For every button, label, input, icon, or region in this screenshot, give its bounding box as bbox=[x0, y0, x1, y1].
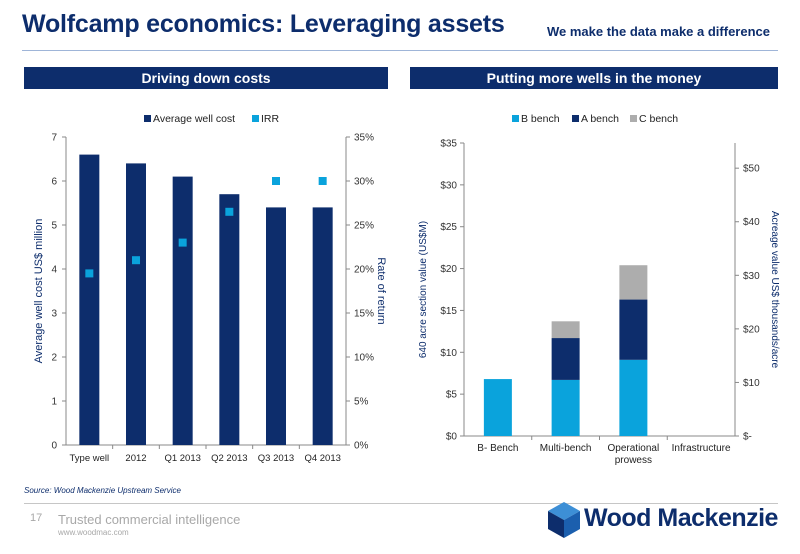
right-y-tick-label: $0 bbox=[446, 432, 458, 443]
left-x-tick-label: Q3 2013 bbox=[258, 453, 294, 464]
legend-swatch-irr bbox=[252, 115, 259, 122]
bar-average-well-cost bbox=[172, 176, 193, 445]
right-y-tick-label: $10 bbox=[440, 348, 457, 359]
irr-marker bbox=[85, 269, 94, 278]
irr-marker bbox=[132, 256, 140, 265]
left-x-tick-label: Type well bbox=[70, 453, 110, 464]
right-y-tick-label: $25 bbox=[440, 222, 457, 233]
left-y-tick-label: 0 bbox=[51, 441, 57, 452]
footer-divider bbox=[24, 503, 778, 504]
left-x-tick-label: 2012 bbox=[125, 453, 146, 464]
left-y2-axis-title: Rate of return bbox=[375, 257, 387, 324]
left-y-tick-label: 4 bbox=[51, 265, 57, 276]
page-number: 17 bbox=[30, 512, 43, 524]
right-y2-tick-label: $30 bbox=[743, 271, 760, 282]
left-y-tick-label: 2 bbox=[51, 353, 57, 364]
title-divider bbox=[22, 50, 778, 51]
legend-swatch-a-bench bbox=[572, 115, 579, 122]
bar-average-well-cost bbox=[126, 163, 146, 445]
right-x-tick-label: prowess bbox=[615, 455, 652, 466]
right-y2-tick-label: $20 bbox=[743, 324, 760, 335]
left-y2-tick-label: 30% bbox=[354, 177, 374, 188]
right-x-tick-label: Operational bbox=[608, 443, 660, 454]
left-y2-tick-label: 10% bbox=[354, 353, 374, 364]
left-y-tick-label: 6 bbox=[51, 177, 57, 188]
left-x-tick-label: Q2 2013 bbox=[211, 453, 247, 464]
right-panel-title: Putting more wells in the money bbox=[410, 67, 778, 89]
left-y2-tick-label: 20% bbox=[354, 265, 374, 276]
right-y2-tick-label: $40 bbox=[743, 217, 760, 228]
irr-marker bbox=[178, 238, 187, 247]
left-y2-tick-label: 5% bbox=[354, 397, 369, 408]
right-y-tick-label: $35 bbox=[440, 139, 457, 150]
logo-wordmark: Wood Mackenzie bbox=[584, 504, 778, 532]
bar-b-bench bbox=[551, 379, 580, 436]
source-note: Source: Wood Mackenzie Upstream Service bbox=[24, 486, 181, 495]
legend-label-average-well-cost: Average well cost bbox=[153, 113, 235, 125]
left-x-tick-label: Q4 2013 bbox=[304, 453, 340, 464]
right-y-tick-label: $5 bbox=[446, 390, 458, 401]
legend-swatch-b-bench bbox=[512, 115, 519, 122]
left-y-axis-title: Average well cost US$ million bbox=[33, 219, 45, 364]
footer-slogan: Trusted commercial intelligence bbox=[58, 512, 241, 527]
bar-average-well-cost bbox=[266, 207, 286, 445]
right-y-axis-title: 640 acre section value (US$M) bbox=[418, 221, 429, 358]
right-y2-tick-label: $- bbox=[743, 432, 752, 443]
bar-average-well-cost bbox=[79, 154, 100, 445]
left-y2-tick-label: 35% bbox=[354, 133, 374, 144]
right-y2-tick-label: $10 bbox=[743, 378, 760, 389]
irr-marker bbox=[318, 177, 327, 185]
left-y2-tick-label: 25% bbox=[354, 221, 374, 232]
company-logo: Wood Mackenzie bbox=[546, 498, 778, 542]
bar-b-bench bbox=[483, 379, 512, 436]
bar-average-well-cost bbox=[219, 194, 240, 445]
legend-swatch-c-bench bbox=[630, 115, 637, 122]
irr-marker bbox=[225, 207, 234, 216]
bar-c-bench bbox=[551, 321, 580, 339]
left-y-tick-label: 1 bbox=[51, 397, 57, 408]
bar-a-bench bbox=[619, 299, 648, 360]
left-y-tick-label: 7 bbox=[51, 133, 57, 144]
left-y2-tick-label: 0% bbox=[354, 441, 369, 452]
left-panel-title: Driving down costs bbox=[24, 67, 388, 89]
left-y-tick-label: 3 bbox=[51, 309, 57, 320]
bar-c-bench bbox=[619, 265, 648, 300]
right-y2-axis-title: Acreage value US$ thousands/acre bbox=[769, 211, 780, 369]
logo-cube-icon bbox=[548, 502, 580, 538]
right-y-tick-label: $30 bbox=[440, 180, 457, 191]
legend-label-b-bench: B bench bbox=[521, 113, 560, 125]
right-x-tick-label: Multi-bench bbox=[540, 443, 592, 454]
bar-a-bench bbox=[551, 338, 580, 380]
tagline: We make the data make a difference bbox=[546, 24, 770, 39]
legend-label-a-bench: A bench bbox=[581, 113, 619, 125]
page-title: Wolfcamp economics: Leveraging assets bbox=[22, 10, 505, 38]
irr-marker bbox=[272, 177, 280, 185]
left-y-tick-label: 5 bbox=[51, 221, 57, 232]
right-y-tick-label: $20 bbox=[440, 264, 457, 275]
footer-url: www.woodmac.com bbox=[58, 528, 129, 537]
left-y2-tick-label: 15% bbox=[354, 309, 374, 320]
right-y2-tick-label: $50 bbox=[743, 164, 760, 175]
right-x-tick-label: B- Bench bbox=[477, 443, 518, 454]
legend-label-irr: IRR bbox=[261, 113, 280, 125]
bar-average-well-cost bbox=[312, 207, 333, 445]
right-x-tick-label: Infrastructure bbox=[672, 443, 731, 454]
bar-b-bench bbox=[619, 359, 648, 436]
legend-label-c-bench: C bench bbox=[639, 113, 678, 125]
right-y-tick-label: $15 bbox=[440, 306, 457, 317]
left-x-tick-label: Q1 2013 bbox=[164, 453, 200, 464]
legend-swatch-average-well-cost bbox=[144, 115, 151, 122]
